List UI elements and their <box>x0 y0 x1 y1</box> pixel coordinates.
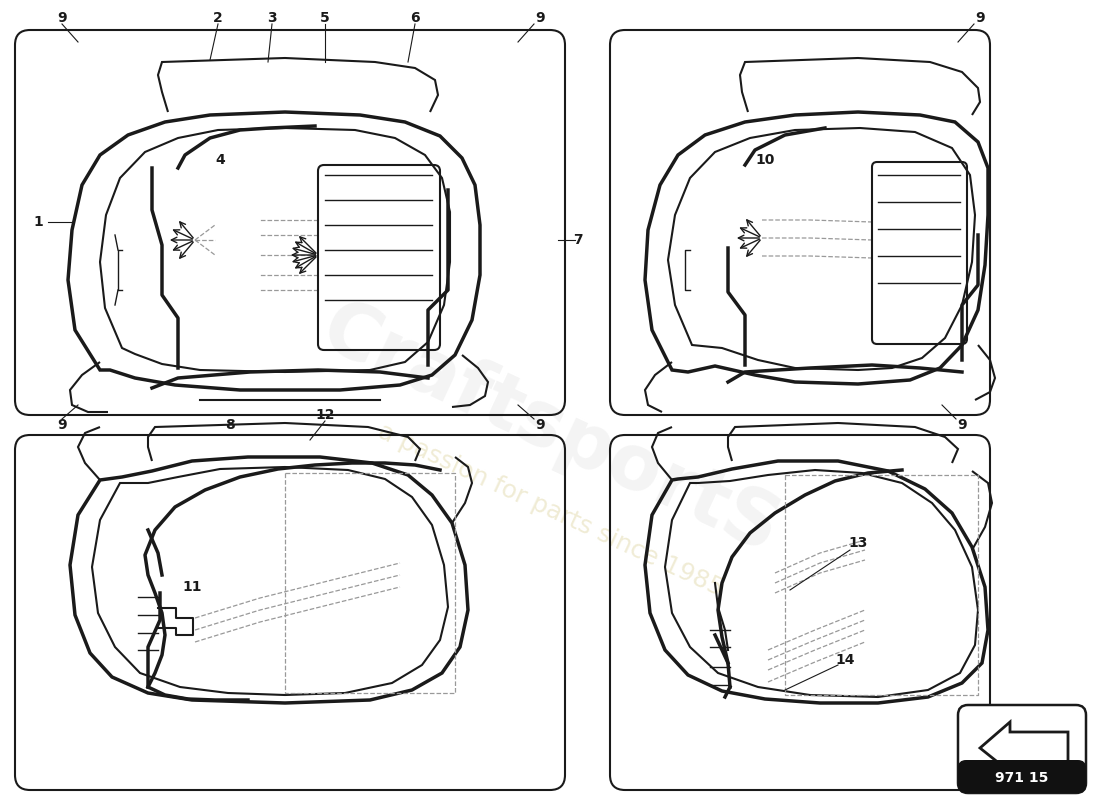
Text: 12: 12 <box>316 408 334 422</box>
Text: 971 15: 971 15 <box>996 771 1048 785</box>
Text: 2: 2 <box>213 11 223 25</box>
Text: 9: 9 <box>57 418 67 432</box>
Text: 6: 6 <box>410 11 420 25</box>
Text: 5: 5 <box>320 11 330 25</box>
Polygon shape <box>980 722 1068 772</box>
Text: 1: 1 <box>33 215 43 229</box>
Text: CraftsportS: CraftsportS <box>309 291 791 569</box>
Text: 13: 13 <box>848 536 868 550</box>
Text: 9: 9 <box>957 418 967 432</box>
Text: 9: 9 <box>536 418 544 432</box>
Text: 7: 7 <box>573 233 583 247</box>
Text: 11: 11 <box>183 580 201 594</box>
Text: 10: 10 <box>756 153 774 167</box>
Text: 9: 9 <box>57 11 67 25</box>
Text: a passion for parts since 1985: a passion for parts since 1985 <box>374 419 726 601</box>
Text: 9: 9 <box>976 11 984 25</box>
Text: 3: 3 <box>267 11 277 25</box>
FancyBboxPatch shape <box>958 760 1086 793</box>
FancyBboxPatch shape <box>958 705 1086 793</box>
Text: 9: 9 <box>536 11 544 25</box>
Text: 4: 4 <box>216 153 224 167</box>
Text: 14: 14 <box>835 653 855 667</box>
Text: 8: 8 <box>226 418 235 432</box>
